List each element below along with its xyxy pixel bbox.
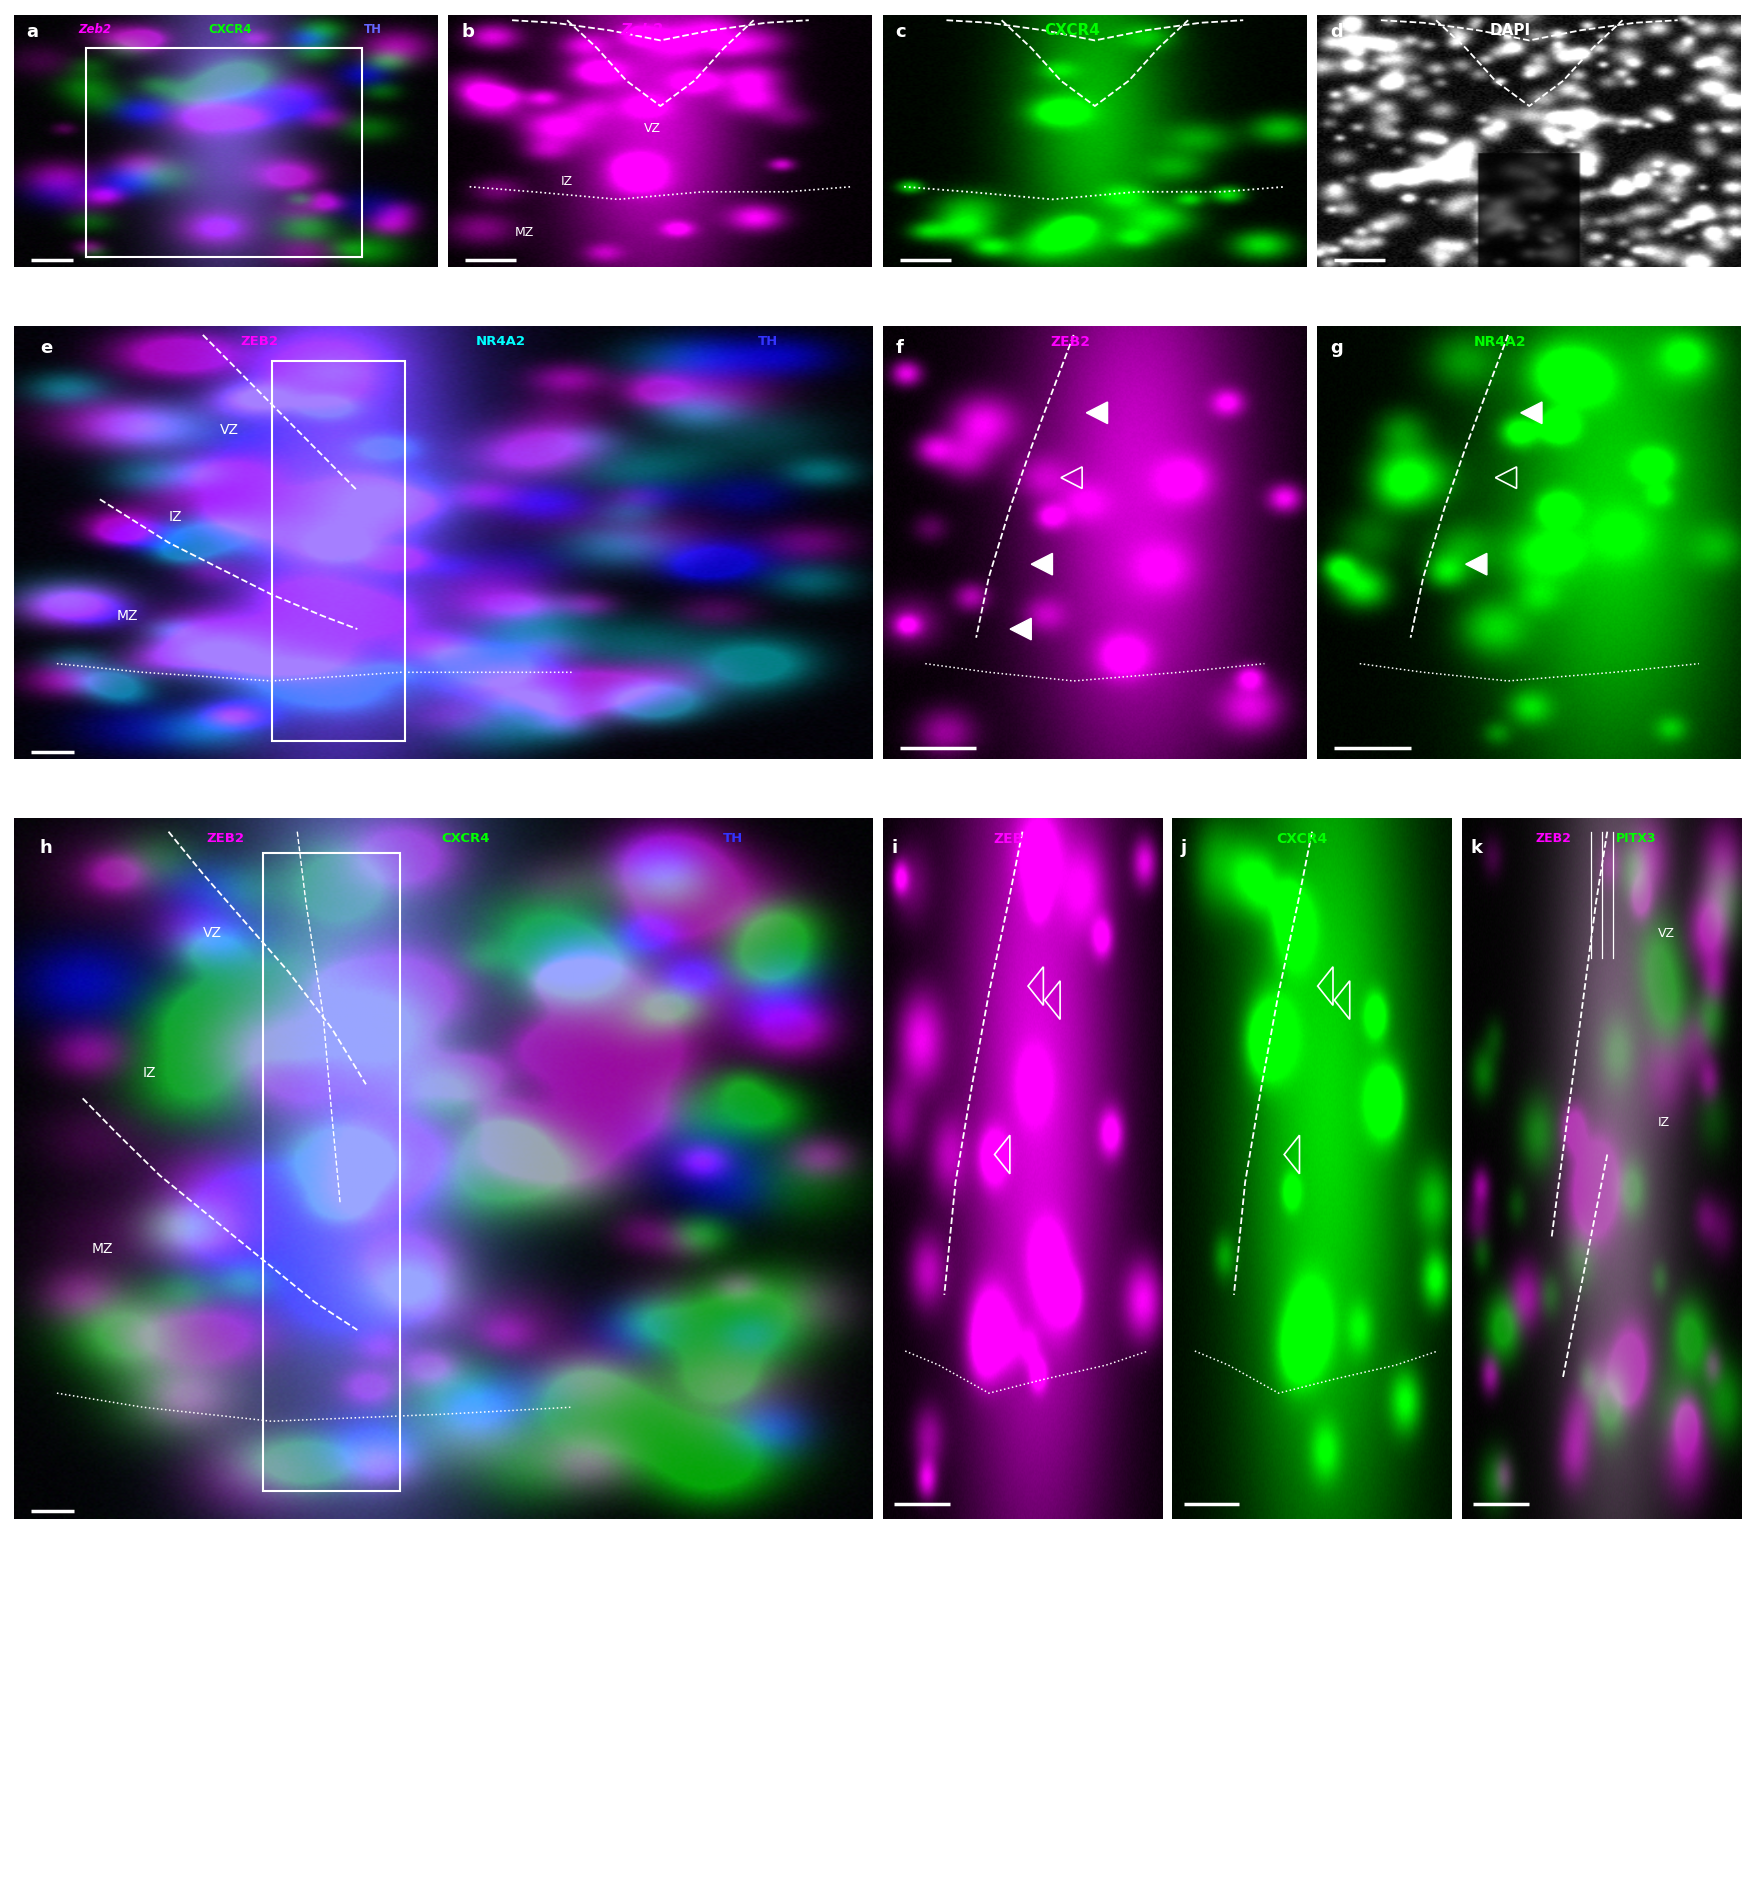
Text: ZEB2: ZEB2 [994,831,1034,846]
Text: VZ: VZ [644,121,660,135]
Text: CXCR4: CXCR4 [1276,831,1326,846]
Text: e: e [40,340,52,357]
Text: IZ: IZ [168,510,182,524]
Text: h: h [40,838,52,857]
Text: b: b [462,23,474,40]
Text: VZ: VZ [203,926,222,939]
Polygon shape [1521,402,1542,423]
Text: IZ: IZ [562,175,574,188]
Text: MZ: MZ [117,609,138,624]
Text: ZEB2: ZEB2 [1050,336,1090,349]
Text: CXCR4: CXCR4 [1045,23,1101,38]
Bar [271,360,404,742]
Bar [86,47,362,258]
Text: IZ: IZ [144,1066,156,1079]
Text: k: k [1470,838,1482,857]
Text: MZ: MZ [514,226,534,239]
Polygon shape [1010,618,1031,639]
Text: MZ: MZ [91,1243,112,1256]
Text: ZEB2: ZEB2 [1535,831,1572,844]
Text: DAPI: DAPI [1489,23,1530,38]
Text: d: d [1330,23,1342,40]
Text: TH: TH [758,336,777,347]
Polygon shape [1466,554,1488,575]
Text: NR4A2: NR4A2 [476,336,525,347]
Text: CXCR4: CXCR4 [441,831,490,844]
Text: TH: TH [364,23,382,36]
Text: c: c [896,23,906,40]
Text: NR4A2: NR4A2 [1474,336,1526,349]
Text: f: f [896,340,903,357]
Polygon shape [1087,402,1108,423]
Text: PITX3: PITX3 [1615,831,1655,844]
Bar [262,854,401,1491]
Text: g: g [1330,340,1342,357]
Text: IZ: IZ [1657,1117,1670,1129]
Text: i: i [891,838,898,857]
Text: Zeb2: Zeb2 [620,23,663,38]
Polygon shape [1031,554,1052,575]
Text: a: a [26,23,38,40]
Text: j: j [1181,838,1186,857]
Text: ZEB2: ZEB2 [206,831,245,844]
Text: VZ: VZ [1657,928,1675,939]
Text: VZ: VZ [220,423,240,438]
Text: ZEB2: ZEB2 [242,336,278,347]
Text: Zeb2: Zeb2 [79,23,112,36]
Text: CXCR4: CXCR4 [208,23,252,36]
Text: TH: TH [723,831,744,844]
